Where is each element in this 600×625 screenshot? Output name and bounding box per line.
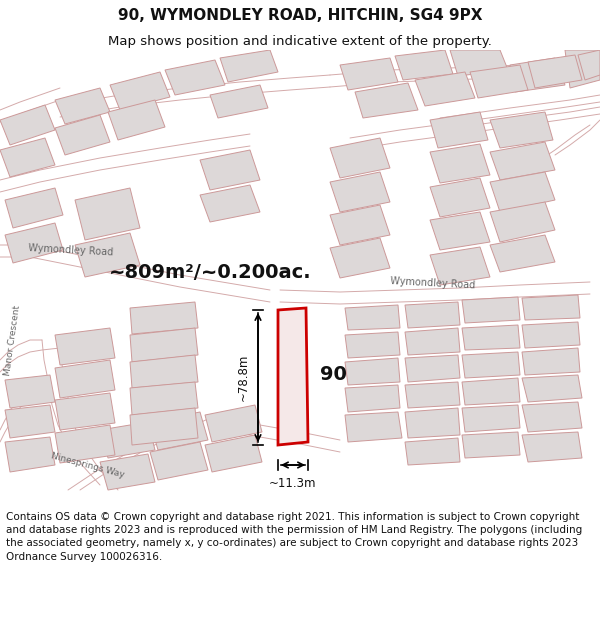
Polygon shape [405,438,460,465]
Polygon shape [405,382,460,408]
Polygon shape [450,50,508,76]
Polygon shape [278,308,308,445]
Polygon shape [490,172,555,212]
Polygon shape [395,50,453,80]
Polygon shape [330,138,390,178]
Polygon shape [0,138,55,177]
Polygon shape [345,305,400,330]
Polygon shape [150,442,208,480]
Polygon shape [355,83,418,118]
Polygon shape [5,437,55,472]
Polygon shape [522,402,582,432]
Polygon shape [108,100,165,140]
Polygon shape [405,355,460,382]
Polygon shape [200,185,260,222]
Polygon shape [430,247,490,285]
Polygon shape [75,233,140,277]
Polygon shape [430,112,488,148]
Polygon shape [345,412,402,442]
Polygon shape [55,88,110,124]
Polygon shape [522,295,580,320]
Text: ~809m²/~0.200ac.: ~809m²/~0.200ac. [109,262,311,281]
Polygon shape [345,332,400,358]
Polygon shape [345,358,400,385]
Polygon shape [405,408,460,438]
Polygon shape [130,302,198,334]
Polygon shape [100,422,155,458]
Polygon shape [528,55,582,88]
Text: Wymondley Road: Wymondley Road [390,276,476,290]
Text: Manor Crescent: Manor Crescent [2,304,22,376]
Polygon shape [462,405,520,432]
Polygon shape [110,72,170,110]
Polygon shape [470,65,528,98]
Polygon shape [565,50,600,88]
Polygon shape [150,412,208,450]
Text: 90: 90 [320,366,347,384]
Polygon shape [490,142,555,180]
Polygon shape [130,408,198,445]
Polygon shape [490,202,555,242]
Polygon shape [430,178,490,217]
Polygon shape [430,144,490,183]
Polygon shape [510,58,565,92]
Polygon shape [5,375,55,408]
Polygon shape [522,432,582,462]
Polygon shape [5,188,63,228]
Polygon shape [462,432,520,458]
Polygon shape [5,405,55,438]
Text: Ninesprings Way: Ninesprings Way [50,451,125,479]
Polygon shape [340,58,398,90]
Polygon shape [205,405,262,442]
Polygon shape [462,325,520,350]
Polygon shape [330,172,390,212]
Polygon shape [462,352,520,378]
Polygon shape [490,112,553,148]
Polygon shape [415,72,475,106]
Polygon shape [330,205,390,245]
Polygon shape [55,425,115,463]
Polygon shape [5,223,63,263]
Polygon shape [462,378,520,405]
Polygon shape [330,238,390,278]
Polygon shape [55,328,115,365]
Polygon shape [522,375,582,402]
Text: Contains OS data © Crown copyright and database right 2021. This information is : Contains OS data © Crown copyright and d… [6,512,582,562]
Text: ~11.3m: ~11.3m [269,477,317,490]
Text: 90, WYMONDLEY ROAD, HITCHIN, SG4 9PX: 90, WYMONDLEY ROAD, HITCHIN, SG4 9PX [118,8,482,22]
Polygon shape [462,297,520,323]
Text: ~78.8m: ~78.8m [237,354,250,401]
Polygon shape [430,212,490,250]
Polygon shape [130,328,198,362]
Text: Map shows position and indicative extent of the property.: Map shows position and indicative extent… [108,35,492,48]
Polygon shape [200,150,260,190]
Polygon shape [405,328,460,355]
Polygon shape [578,50,600,80]
Polygon shape [55,360,115,398]
Polygon shape [522,348,580,375]
Polygon shape [55,393,115,430]
Polygon shape [220,50,278,82]
Polygon shape [165,60,225,95]
Polygon shape [405,302,460,328]
Text: Wymondley Road: Wymondley Road [28,242,113,258]
Polygon shape [522,322,580,348]
Polygon shape [0,105,55,145]
Polygon shape [345,385,400,412]
Polygon shape [205,435,262,472]
Polygon shape [130,382,198,415]
Polygon shape [130,355,198,388]
Polygon shape [100,454,155,490]
Polygon shape [55,115,110,155]
Polygon shape [75,188,140,240]
Polygon shape [490,235,555,272]
Polygon shape [210,85,268,118]
